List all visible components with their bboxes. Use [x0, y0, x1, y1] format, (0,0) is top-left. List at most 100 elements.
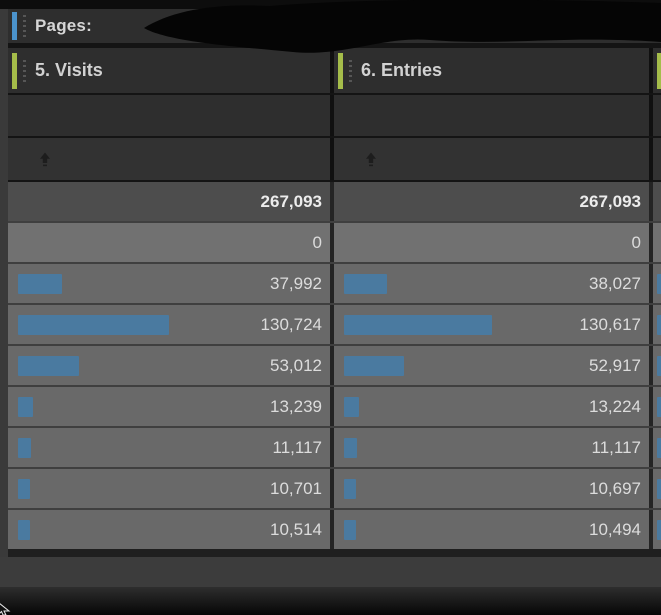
filter-bar: Pages:: [8, 9, 661, 43]
cell-entries[interactable]: 0: [334, 223, 649, 262]
cell-next-clipped[interactable]: [653, 264, 661, 303]
value-bar: [344, 396, 359, 417]
cell-visits[interactable]: 53,012: [8, 346, 330, 385]
column-divider: [330, 48, 334, 93]
column-accent-bar: [12, 52, 17, 89]
column-divider: [330, 95, 334, 136]
table-row[interactable]: 0 0: [8, 223, 661, 262]
cell-entries[interactable]: 10,494: [334, 510, 649, 549]
value-bar: [18, 396, 34, 417]
sort-button-entries[interactable]: [334, 138, 649, 180]
column-divider: [330, 387, 334, 426]
cell-entries[interactable]: 130,617: [334, 305, 649, 344]
value-bar: [18, 478, 31, 499]
table-row[interactable]: 267,093 267,093: [8, 182, 661, 221]
header-sub-cell: [653, 95, 661, 136]
cell-visits[interactable]: 10,701: [8, 469, 330, 508]
cell-value: 130,724: [260, 314, 322, 334]
cell-next-clipped[interactable]: [653, 346, 661, 385]
cell-value: 267,093: [579, 191, 641, 211]
data-grid: 267,093 267,093 0 0 37,992: [8, 182, 661, 549]
column-header-next-clipped[interactable]: [653, 48, 661, 93]
table-row[interactable]: 13,239 13,224: [8, 387, 661, 426]
column-divider: [649, 387, 653, 426]
header-sub-cell: [8, 95, 330, 136]
value-bar: [344, 273, 388, 294]
cell-next-clipped[interactable]: [653, 182, 661, 221]
sort-button-visits[interactable]: [8, 138, 330, 180]
column-divider: [330, 138, 334, 180]
table-row[interactable]: 37,992 38,027: [8, 264, 661, 303]
column-header-label: 5. Visits: [35, 60, 103, 80]
cell-entries[interactable]: 13,224: [334, 387, 649, 426]
cell-value: 0: [312, 232, 322, 252]
cell-value: 13,239: [270, 396, 322, 416]
table-row[interactable]: 11,117 11,117: [8, 428, 661, 467]
left-margin-strip: [0, 9, 8, 587]
sort-button-next-clipped[interactable]: [653, 138, 661, 180]
drag-handle-icon[interactable]: [23, 59, 26, 82]
cell-next-clipped[interactable]: [653, 223, 661, 262]
cell-visits[interactable]: 13,239: [8, 387, 330, 426]
cell-value: 37,992: [270, 273, 322, 293]
grid-bottom-border: [8, 549, 661, 557]
cell-entries[interactable]: 267,093: [334, 182, 649, 221]
table-row[interactable]: 53,012 52,917: [8, 346, 661, 385]
cell-visits[interactable]: 37,992: [8, 264, 330, 303]
cell-value: 52,917: [589, 355, 641, 375]
header-sub-cell: [334, 95, 649, 136]
table-row[interactable]: 10,701 10,697: [8, 469, 661, 508]
cell-value: 10,697: [589, 478, 641, 498]
filter-label: Pages:: [35, 16, 92, 35]
cell-next-clipped[interactable]: [653, 510, 661, 549]
cell-next-clipped[interactable]: [653, 428, 661, 467]
cell-next-clipped[interactable]: [653, 387, 661, 426]
value-bar: [18, 273, 62, 294]
sort-row: [8, 138, 661, 180]
column-divider: [649, 428, 653, 467]
cell-entries[interactable]: 52,917: [334, 346, 649, 385]
column-divider: [330, 305, 334, 344]
column-header-entries[interactable]: 6. Entries: [334, 48, 649, 93]
column-divider: [649, 48, 653, 93]
table-row[interactable]: 130,724 130,617: [8, 305, 661, 344]
column-divider: [330, 469, 334, 508]
bottom-panel-strip: [0, 557, 661, 587]
column-header-visits[interactable]: 5. Visits: [8, 48, 330, 93]
column-divider: [330, 182, 334, 221]
cell-value: 11,117: [272, 437, 322, 457]
cell-next-clipped[interactable]: [653, 469, 661, 508]
cell-value: 38,027: [589, 273, 641, 293]
value-bar: [344, 437, 357, 458]
column-header-label: 6. Entries: [361, 60, 443, 80]
cell-entries[interactable]: 11,117: [334, 428, 649, 467]
value-bar: [344, 519, 356, 540]
cell-value: 10,494: [589, 519, 641, 539]
value-bar: [657, 355, 661, 376]
column-divider: [330, 223, 334, 262]
value-bar: [18, 314, 170, 335]
cell-visits[interactable]: 0: [8, 223, 330, 262]
cell-entries[interactable]: 10,697: [334, 469, 649, 508]
column-accent-bar: [657, 52, 661, 89]
value-bar: [18, 355, 80, 376]
bottom-fade-strip: [0, 587, 661, 615]
cell-next-clipped[interactable]: [653, 305, 661, 344]
column-divider: [649, 305, 653, 344]
top-edge-strip: [0, 0, 661, 9]
cell-visits[interactable]: 130,724: [8, 305, 330, 344]
table-row[interactable]: 10,514 10,494: [8, 510, 661, 549]
value-bar: [657, 396, 661, 417]
drag-handle-icon[interactable]: [349, 59, 352, 82]
column-divider: [649, 510, 653, 549]
cell-visits[interactable]: 10,514: [8, 510, 330, 549]
header-sub-band: [8, 95, 661, 136]
cell-visits[interactable]: 11,117: [8, 428, 330, 467]
cell-entries[interactable]: 38,027: [334, 264, 649, 303]
column-divider: [649, 223, 653, 262]
drag-handle-icon[interactable]: [23, 15, 26, 37]
cell-visits[interactable]: 267,093: [8, 182, 330, 221]
cell-value: 0: [631, 232, 641, 252]
value-bar: [344, 478, 357, 499]
